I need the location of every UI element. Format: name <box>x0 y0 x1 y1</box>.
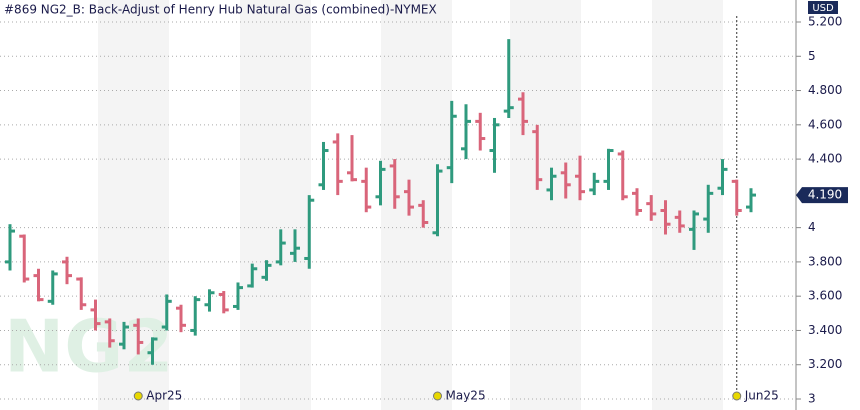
y-tick-label: 3.600 <box>808 289 842 303</box>
band <box>652 0 723 410</box>
y-tick-label: 4.600 <box>808 117 842 131</box>
band <box>381 0 452 410</box>
y-tick-label: 5 <box>808 49 816 63</box>
unit-box <box>808 1 838 14</box>
band <box>510 0 581 410</box>
watermark: NG2 <box>4 305 173 389</box>
y-tick-label: 5.200 <box>808 15 842 29</box>
y-tick-label: 3 <box>808 392 816 406</box>
date-marker <box>133 391 143 401</box>
last-price-label: 4.190 <box>808 188 842 202</box>
y-tick-label: 3.200 <box>808 357 842 371</box>
date-marker <box>732 391 742 401</box>
y-tick-label: 3.800 <box>808 254 842 268</box>
band <box>240 0 311 410</box>
chart-title: #869 NG2_B: Back-Adjust of Henry Hub Nat… <box>4 3 437 17</box>
x-tick-label: May25 <box>446 389 486 403</box>
x-tick-label: Apr25 <box>146 389 182 403</box>
date-marker <box>433 391 442 401</box>
x-tick-label: Jun25 <box>744 389 779 403</box>
y-tick-label: 4.800 <box>808 83 842 97</box>
y-tick-label: 4.400 <box>808 152 842 166</box>
unit-label: USD <box>812 3 834 14</box>
last-price-box <box>796 187 848 204</box>
week-shading <box>98 0 723 410</box>
y-tick-label: 3.400 <box>808 323 842 337</box>
y-tick-label: 4 <box>808 220 816 234</box>
